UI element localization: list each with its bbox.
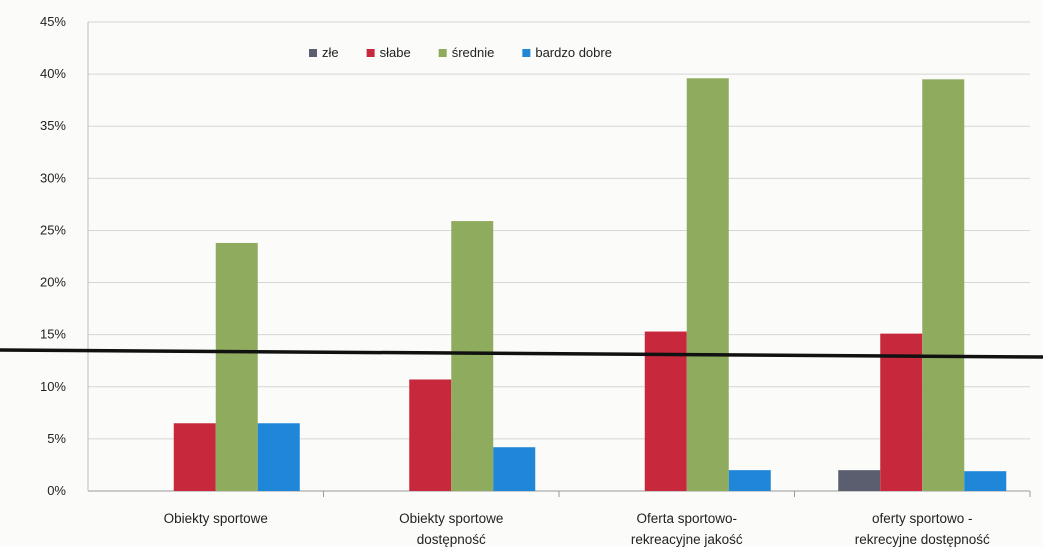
- y-tick-label: 5%: [47, 431, 66, 446]
- legend-swatch: [309, 49, 317, 57]
- x-category-label: rekrecyjne dostępność: [855, 532, 990, 547]
- bar: [451, 221, 494, 491]
- bar: [880, 333, 923, 491]
- bar: [409, 379, 452, 491]
- legend-label: słabe: [380, 45, 411, 60]
- bar: [493, 447, 536, 491]
- legend-label: bardzo dobre: [535, 45, 612, 60]
- x-category-label: oferty sportowo -: [872, 511, 973, 526]
- bar: [838, 470, 881, 491]
- bar: [644, 331, 687, 491]
- legend-swatch: [366, 49, 375, 57]
- bar: [686, 78, 729, 491]
- x-category-label: Oferta sportowo-: [636, 511, 737, 526]
- bar: [728, 470, 771, 491]
- bar: [922, 79, 965, 492]
- y-tick-label: 15%: [40, 327, 66, 342]
- legend: złe słabe średnie bardzo dobre: [309, 45, 612, 60]
- bars: [173, 78, 1007, 492]
- bar: [215, 242, 258, 491]
- y-tick-label: 30%: [40, 170, 66, 185]
- x-category-label: Obiekty sportowe: [399, 511, 503, 526]
- y-tick-label: 45%: [40, 14, 66, 29]
- legend-label: złe: [322, 45, 339, 60]
- y-axis-ticks: 0% 5% 10% 15% 20% 25% 30% 35% 40% 45%: [40, 14, 66, 498]
- x-category-label: Obiekty sportowe: [164, 511, 268, 526]
- y-tick-label: 25%: [40, 222, 66, 237]
- y-tick-label: 20%: [40, 275, 66, 290]
- legend-label: średnie: [452, 45, 495, 60]
- y-tick-label: 35%: [40, 118, 66, 133]
- bar: [964, 471, 1007, 491]
- y-tick-label: 40%: [40, 66, 66, 81]
- y-tick-label: 0%: [47, 483, 66, 498]
- x-axis-labels: Obiekty sportowe Obiekty sportowe dostępno…: [164, 511, 990, 547]
- y-tick-label: 10%: [40, 379, 66, 394]
- legend-swatch: [522, 49, 531, 57]
- bar: [257, 423, 300, 491]
- x-category-label: dostępność: [417, 532, 486, 547]
- x-category-label: rekreacyjne jakość: [631, 532, 743, 547]
- scan-overlay-line: [0, 348, 1043, 359]
- bar: [173, 423, 216, 491]
- legend-swatch: [438, 49, 447, 57]
